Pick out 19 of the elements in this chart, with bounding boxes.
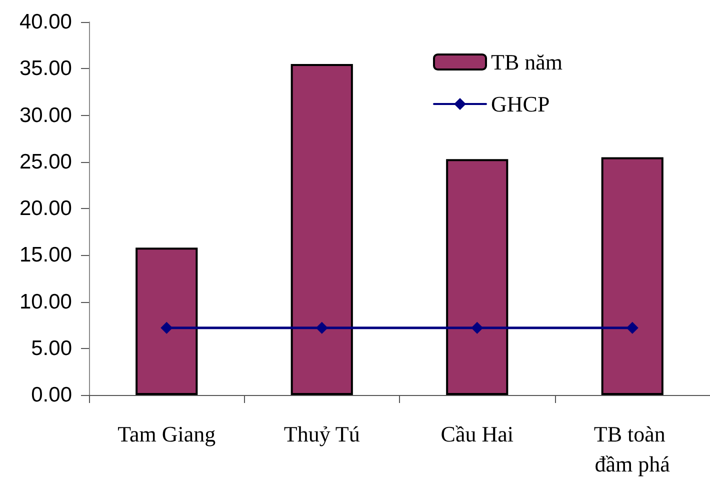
bar xyxy=(136,248,198,395)
x-tick-label: Cầu Hai xyxy=(440,422,514,446)
y-tick-label: 35.00 xyxy=(19,57,72,80)
legend-label: TB năm xyxy=(491,50,562,74)
bar xyxy=(290,64,353,395)
y-tick-label: 20.00 xyxy=(19,197,72,220)
x-tick-label: TB toàn đầm phá xyxy=(594,422,671,476)
y-tick-label: 0.00 xyxy=(31,384,72,406)
bar xyxy=(601,157,664,395)
y-tick-label: 5.00 xyxy=(31,336,72,360)
y-tick-label: 40.00 xyxy=(19,10,72,34)
x-tick-label: Thuỷ Tú xyxy=(284,422,360,446)
legend-label: GHCP xyxy=(491,92,550,116)
x-tick-label: Tam Giang xyxy=(118,422,216,446)
y-tick-label: 10.00 xyxy=(19,290,72,314)
bar xyxy=(446,159,508,395)
y-tick-label: 15.00 xyxy=(19,244,72,267)
y-tick-label: 30.00 xyxy=(19,104,72,127)
y-tick-label: 25.00 xyxy=(19,150,72,174)
